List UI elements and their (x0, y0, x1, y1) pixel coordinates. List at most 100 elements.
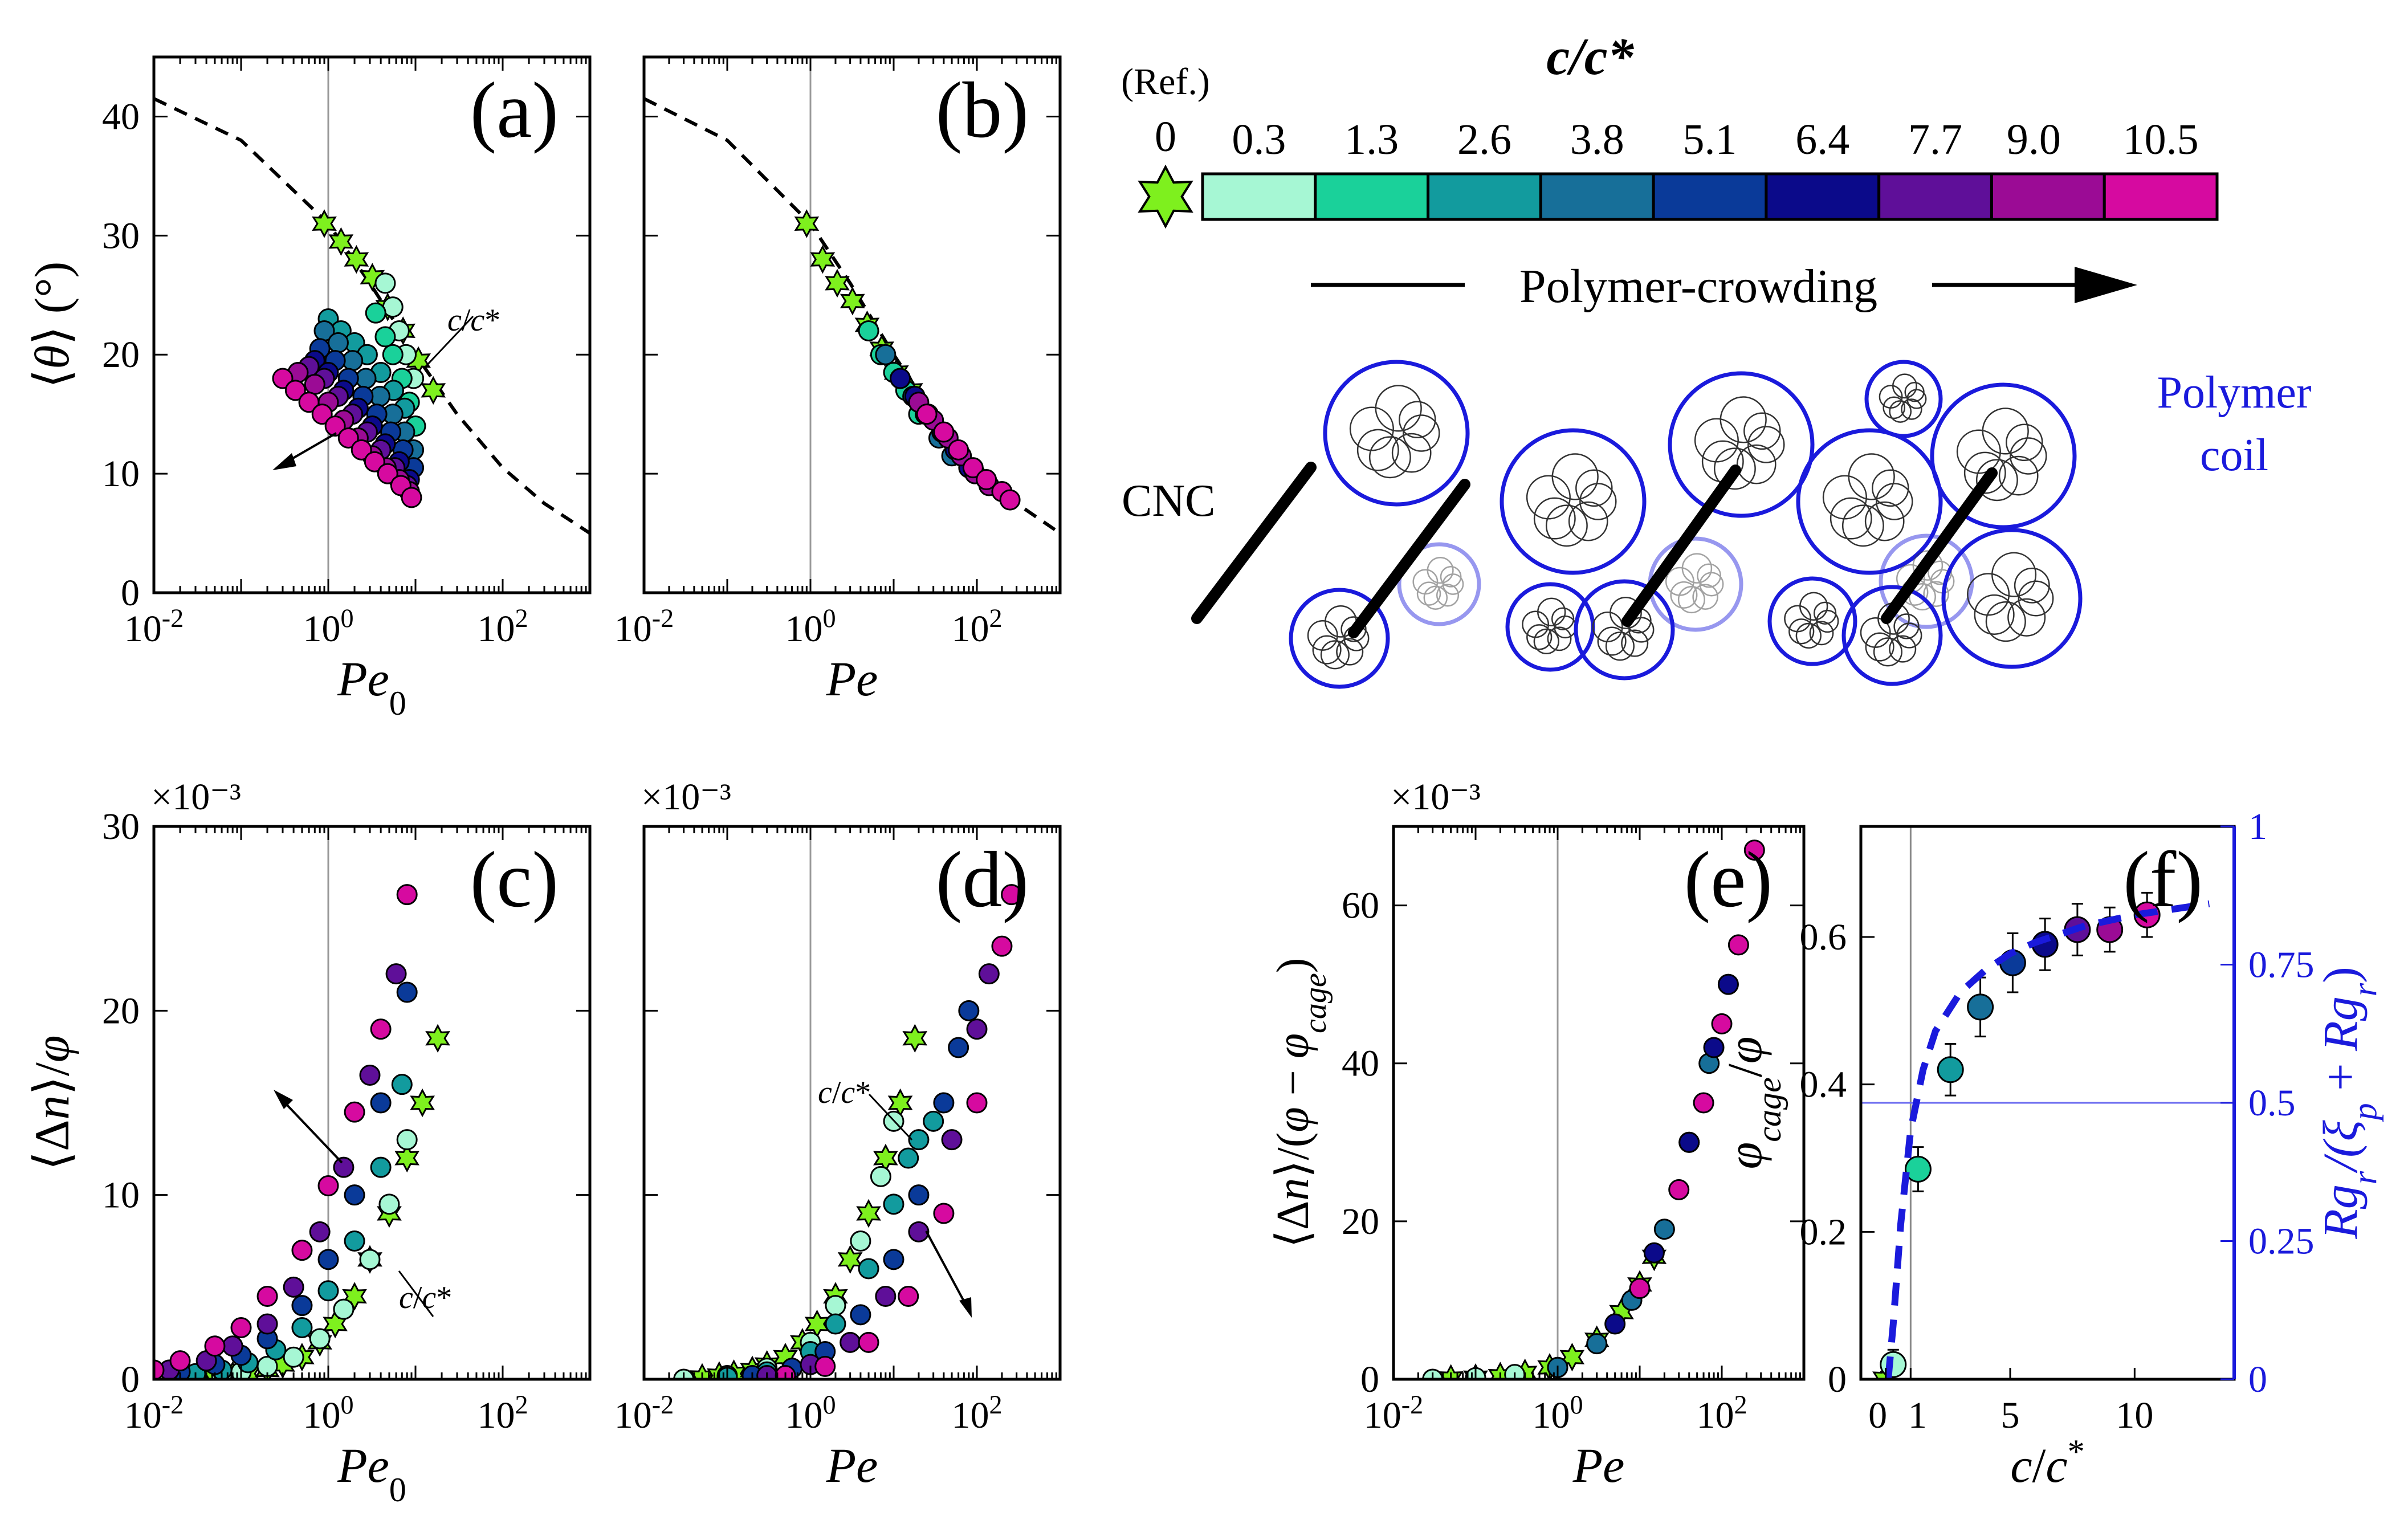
coil-segment (1423, 585, 1448, 610)
coil-segment (1809, 621, 1834, 646)
x-tick-label: 100 (303, 1390, 353, 1437)
coil-segment (1349, 406, 1394, 451)
x-tick-label: 102 (477, 604, 528, 650)
data-point-ref (810, 245, 836, 274)
data-point (333, 1298, 355, 1320)
crowding-arrowhead (2075, 267, 2137, 303)
colorbar-tick-label: 0.3 (1232, 116, 1286, 164)
data-point (850, 1304, 871, 1326)
data-point (344, 1101, 365, 1123)
coil-segment (2018, 580, 2054, 617)
annotation-label: c/c* (818, 1075, 871, 1110)
y2-tick-label: 0.25 (2248, 1221, 2315, 1262)
data-point (999, 489, 1021, 511)
coil-segment (1813, 601, 1837, 625)
y-axis-label: φcage/φ (1717, 1037, 1788, 1170)
data-point (291, 1295, 313, 1317)
colorbar-tick-label: 6.4 (1795, 116, 1849, 164)
panel-label: (c) (470, 836, 559, 924)
coil-segment (1956, 429, 2001, 474)
data-point (1643, 1242, 1665, 1264)
data-point (230, 1317, 252, 1338)
colorbar-tick-label: 3.8 (1570, 116, 1624, 164)
data-point-ref (825, 268, 850, 298)
coil-segment (1928, 560, 1953, 585)
coil-segment (1597, 626, 1627, 656)
coil-segment (1391, 433, 1432, 473)
coil-outline (1668, 371, 1815, 518)
data-point (883, 1249, 904, 1270)
coil-segment (1892, 373, 1917, 399)
coil-segment (1375, 385, 1422, 432)
data-point (1604, 1313, 1626, 1335)
data-point (858, 320, 879, 341)
cnc-rod (1191, 462, 1317, 624)
coil-segment (1670, 581, 1698, 609)
data-point (908, 1221, 930, 1242)
colorbar-segment (1652, 172, 1768, 221)
data-point-ref (342, 1282, 367, 1311)
coil-segment (1568, 501, 1608, 541)
coil-segment (1799, 592, 1828, 621)
data-point (908, 1129, 930, 1151)
coil-segment (1795, 622, 1822, 649)
y-tick-label: 10 (102, 1175, 140, 1216)
data-points (794, 209, 1021, 511)
coil-segment (2010, 437, 2047, 475)
data-point (370, 1018, 392, 1040)
x-tick-label: 102 (1696, 1390, 1747, 1437)
data-point (317, 1175, 339, 1196)
coil-segment (1982, 408, 2029, 455)
coil-segment (1665, 567, 1694, 596)
data-point (359, 1249, 381, 1270)
y-tick-label: 40 (1342, 1043, 1379, 1085)
polymer-coil (1574, 579, 1675, 681)
data-point (309, 1328, 331, 1350)
coil-segment (1788, 618, 1815, 645)
data-point (1727, 934, 1749, 956)
polymer-coil (1767, 576, 1857, 666)
data-point-ref (1559, 1342, 1585, 1372)
coil-segment (1901, 398, 1922, 420)
coil-segment (2006, 423, 2043, 462)
y2-tick-label: 0 (2248, 1359, 2267, 1400)
coil-segment (1336, 638, 1364, 666)
axes-frame (642, 55, 1062, 594)
data-point (858, 1258, 879, 1280)
colorbar-tick-label: 2.6 (1457, 116, 1511, 164)
data-point-ref (840, 286, 865, 316)
coil-segment (1830, 497, 1872, 540)
coil-segment (1699, 572, 1724, 597)
data-point (1678, 1131, 1700, 1153)
coil-outline (1941, 528, 2083, 669)
x-tick-label: 10 (2116, 1395, 2153, 1436)
data-point-ref (902, 1024, 928, 1053)
coil-segment (1427, 557, 1454, 584)
data-point (374, 272, 396, 294)
coil-segment (1533, 628, 1559, 655)
data-point (364, 451, 385, 472)
y-multiplier: ×10⁻³ (641, 776, 731, 818)
y-tick-label: 30 (102, 215, 140, 256)
coil-segment (1720, 396, 1767, 443)
data-point (978, 963, 1000, 985)
y-tick-label: 60 (1342, 885, 1379, 927)
coil-segment (1551, 607, 1575, 630)
data-point (396, 981, 418, 1003)
coil-outline (1648, 536, 1743, 632)
polymer-coil (1796, 428, 1943, 575)
x-tick-label: 10-2 (124, 1390, 184, 1437)
y-axis-label: ⟨Δn⟩/φ (25, 1036, 79, 1171)
data-point (966, 1092, 988, 1114)
coil-segment (1341, 616, 1367, 642)
polymer-coil (1668, 371, 1815, 518)
data-points (154, 884, 450, 1379)
coil-segment (1697, 563, 1722, 588)
data-point (385, 963, 407, 985)
y-tick-label: 0.6 (1800, 916, 1847, 958)
data-point (1711, 1013, 1733, 1034)
y-axis-label: ⟨Δn⟩/(φ − φcage) (1268, 958, 1333, 1248)
x-axis-label: Pe (826, 651, 878, 706)
colorbar-segment (1539, 172, 1655, 221)
coil-segment (1547, 626, 1572, 651)
